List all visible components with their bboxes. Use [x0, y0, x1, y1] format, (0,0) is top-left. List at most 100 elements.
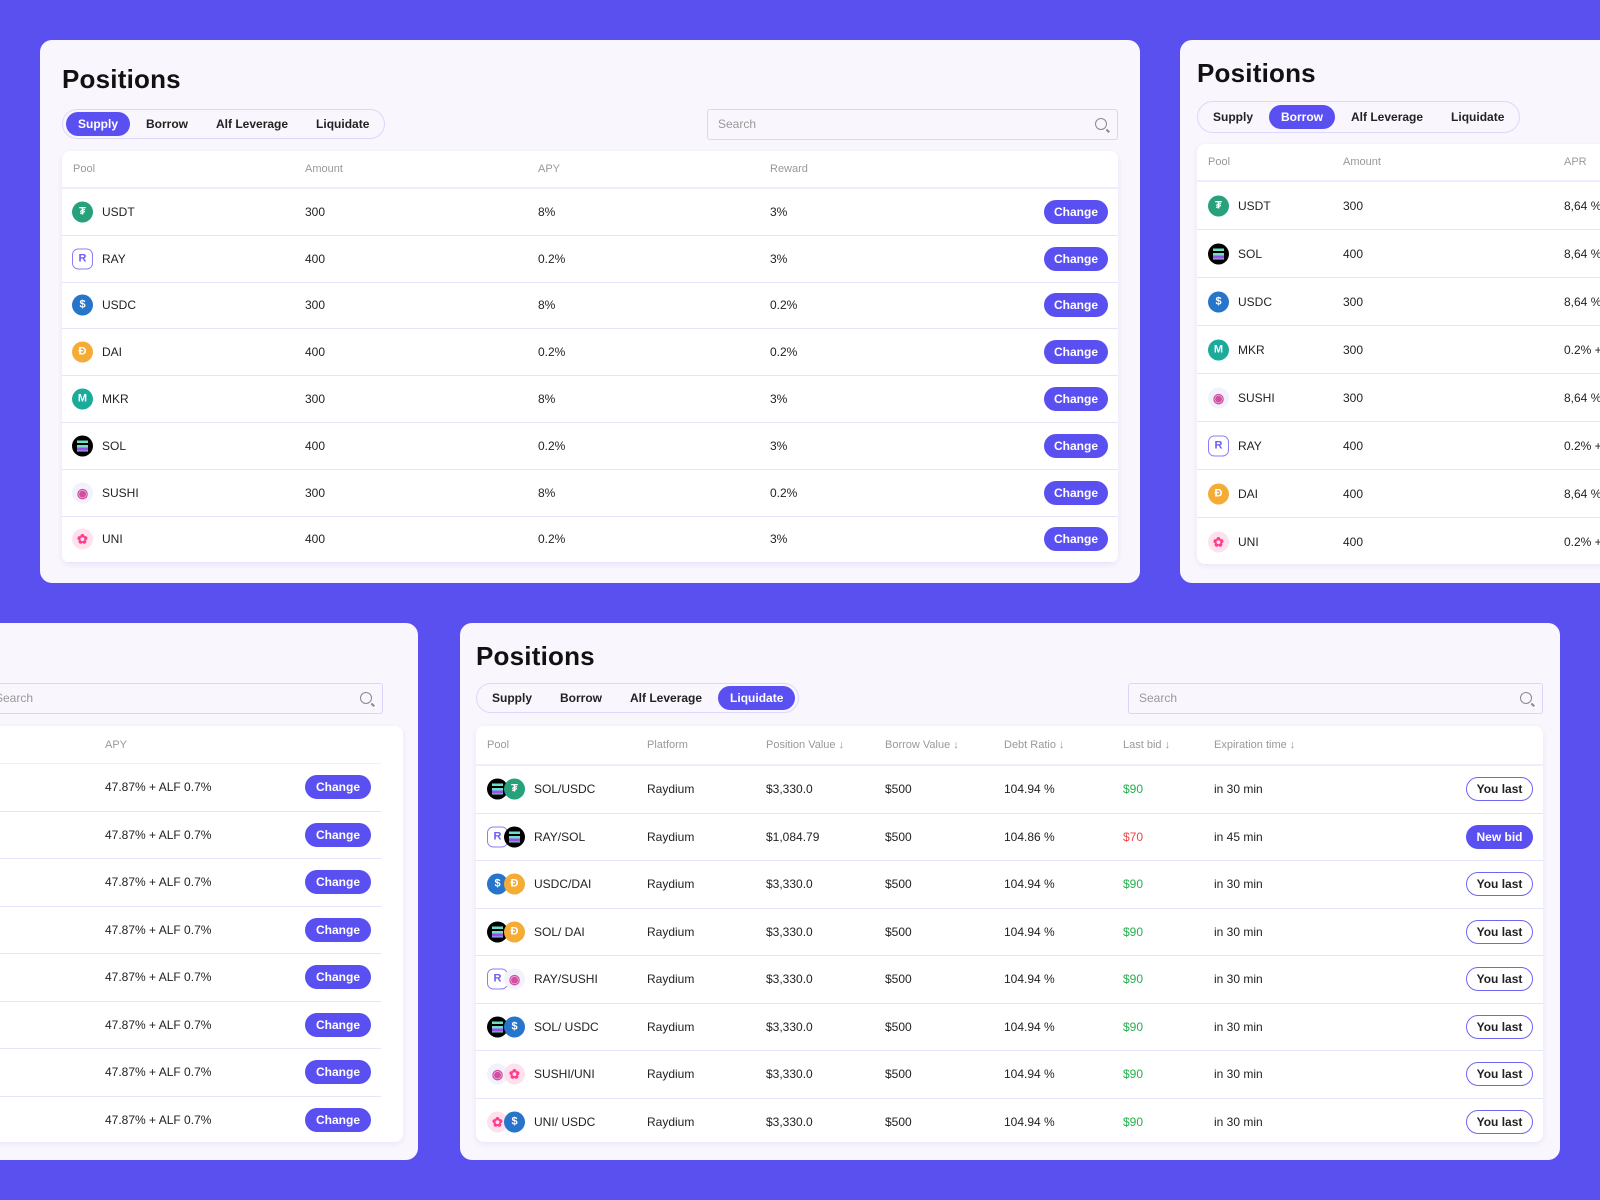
tab-liquidate[interactable]: Liquidate [718, 686, 796, 710]
change-button[interactable]: Change [305, 822, 371, 847]
last-bid: $90 [1123, 1114, 1144, 1129]
expiration: in 30 min [1214, 972, 1263, 987]
column-header: Debt Ratio ↓ [1004, 739, 1065, 751]
change-button[interactable]: Change [305, 1012, 371, 1037]
search-input[interactable]: Search [0, 683, 383, 714]
change-button[interactable]: Change [305, 775, 371, 800]
debt-ratio: 104.94 % [1004, 1067, 1055, 1082]
last-bid: $90 [1123, 1019, 1144, 1034]
debt-ratio: 104.94 % [1004, 877, 1055, 892]
you-last-button[interactable]: You last [1466, 872, 1533, 897]
apy: 0.2% [538, 345, 566, 360]
change-button[interactable]: Change [305, 965, 371, 990]
change-button[interactable]: Change [1044, 340, 1108, 365]
change-button[interactable]: Change [305, 917, 371, 942]
usdc-icon: $ [504, 1016, 525, 1038]
reward: 3% [770, 204, 788, 219]
table-row: R RAY 400 0.2% + ALF [1197, 422, 1600, 470]
uniswap-icon: ✿ [72, 528, 93, 550]
column-header: Pool [73, 163, 96, 175]
pool-name: DAI [102, 345, 123, 360]
debt-ratio: 104.94 % [1004, 1019, 1055, 1034]
position-tabs: Supply Borrow Alf Leverage Liquidate [1197, 101, 1521, 133]
you-last-button[interactable]: You last [1466, 1014, 1533, 1039]
position-value: $3,330.0 [766, 877, 813, 892]
liquidate-positions-panel: Positions Supply Borrow Alf Leverage Liquid… [460, 623, 1560, 1160]
borrow-value: $500 [885, 829, 912, 844]
pool-pair: SOL/ DAI [534, 924, 585, 939]
expiration: in 30 min [1214, 924, 1263, 939]
tab-borrow[interactable]: Borrow [560, 691, 603, 705]
borrow-value: $500 [885, 972, 912, 987]
borrow-value: $500 [885, 877, 912, 892]
apy: 47.87% + ALF 0.7% [105, 780, 212, 795]
search-icon[interactable] [360, 692, 372, 704]
search-input[interactable]: Search [707, 109, 1118, 140]
you-last-button[interactable]: You last [1466, 1062, 1533, 1087]
change-button[interactable]: Change [1044, 527, 1108, 552]
maker-icon: M [1208, 339, 1229, 360]
apr: 0.2% + ALF [1564, 438, 1600, 453]
tab-alf-leverage[interactable]: Alf Leverage [1351, 110, 1424, 124]
pool-pair: RAY/SOL [534, 829, 586, 844]
tab-supply[interactable]: Supply [66, 112, 131, 136]
change-button[interactable]: Change [1044, 293, 1108, 318]
apr: 8,64 % [1564, 198, 1600, 213]
table-row: 47.87% + ALF 0.7% Change [0, 907, 381, 954]
debt-ratio: 104.86 % [1004, 829, 1055, 844]
pool-pair: SUSHI/UNI [534, 1067, 595, 1082]
borrow-positions-panel: Positions Supply Borrow Alf Leverage Liquid… [1180, 40, 1600, 583]
column-header: Amount [1343, 156, 1381, 168]
pool-pair: SOL/USDC [534, 782, 596, 797]
expiration: in 30 min [1214, 1114, 1263, 1129]
tab-liquidate[interactable]: Liquidate [1451, 110, 1505, 124]
tab-alf-leverage[interactable]: Alf Leverage [216, 117, 289, 131]
you-last-button[interactable]: You last [1466, 919, 1533, 944]
column-header: Reward [770, 163, 808, 175]
table-row: SOL 400 0.2% 3% Change [62, 423, 1118, 470]
search-icon[interactable] [1520, 692, 1532, 704]
pool-pair: UNI/ USDC [534, 1114, 596, 1129]
change-button[interactable]: Change [1044, 480, 1108, 505]
table-row: Đ DAI 400 0.2% 0.2% Change [62, 329, 1118, 377]
position-value: $3,330.0 [766, 1114, 813, 1129]
change-button[interactable]: Change [305, 870, 371, 895]
change-button[interactable]: Change [1044, 387, 1108, 412]
platform: Raydium [647, 1114, 695, 1129]
search-input[interactable]: Search [1128, 683, 1543, 714]
amount: 300 [305, 204, 326, 219]
solana-icon [72, 435, 93, 457]
tab-alf-leverage[interactable]: Alf Leverage [630, 691, 703, 705]
tab-borrow[interactable]: Borrow [1269, 105, 1336, 129]
apy: 0.2% [538, 251, 566, 266]
change-button[interactable]: Change [305, 1107, 371, 1132]
column-header: Amount [305, 163, 343, 175]
tab-supply[interactable]: Supply [492, 691, 533, 705]
apy: 47.87% + ALF 0.7% [105, 827, 212, 842]
pool-name: USDC [102, 298, 137, 313]
reward: 0.2% [770, 485, 798, 500]
search-icon[interactable] [1095, 118, 1107, 130]
solana-icon [487, 921, 508, 943]
new-bid-button[interactable]: New bid [1466, 824, 1533, 849]
tab-liquidate[interactable]: Liquidate [316, 117, 370, 131]
change-button[interactable]: Change [1044, 199, 1108, 224]
uniswap-icon: ✿ [1208, 531, 1229, 552]
reward: 0.2% [770, 298, 798, 313]
maker-icon: M [72, 388, 93, 410]
change-button[interactable]: Change [305, 1060, 371, 1085]
tab-supply[interactable]: Supply [1213, 110, 1254, 124]
you-last-button[interactable]: You last [1466, 967, 1533, 992]
position-tabs: Supply Borrow Alf Leverage Liquidate [62, 109, 386, 139]
change-button[interactable]: Change [1044, 433, 1108, 458]
you-last-button[interactable]: You last [1466, 777, 1533, 802]
tab-borrow[interactable]: Borrow [146, 117, 189, 131]
column-header: APR [1564, 156, 1587, 168]
column-header: Borrow Value ↓ [885, 739, 959, 751]
table-row: R RAY 400 0.2% 3% Change [62, 236, 1118, 283]
change-button[interactable]: Change [1044, 246, 1108, 271]
you-last-button[interactable]: You last [1466, 1109, 1533, 1134]
table-row: $ SOL/ USDC Raydium $3,330.0 $500 104.94 % $90… [476, 1004, 1543, 1051]
tether-icon: ₮ [504, 778, 525, 800]
table-header: age)APY [0, 726, 381, 764]
